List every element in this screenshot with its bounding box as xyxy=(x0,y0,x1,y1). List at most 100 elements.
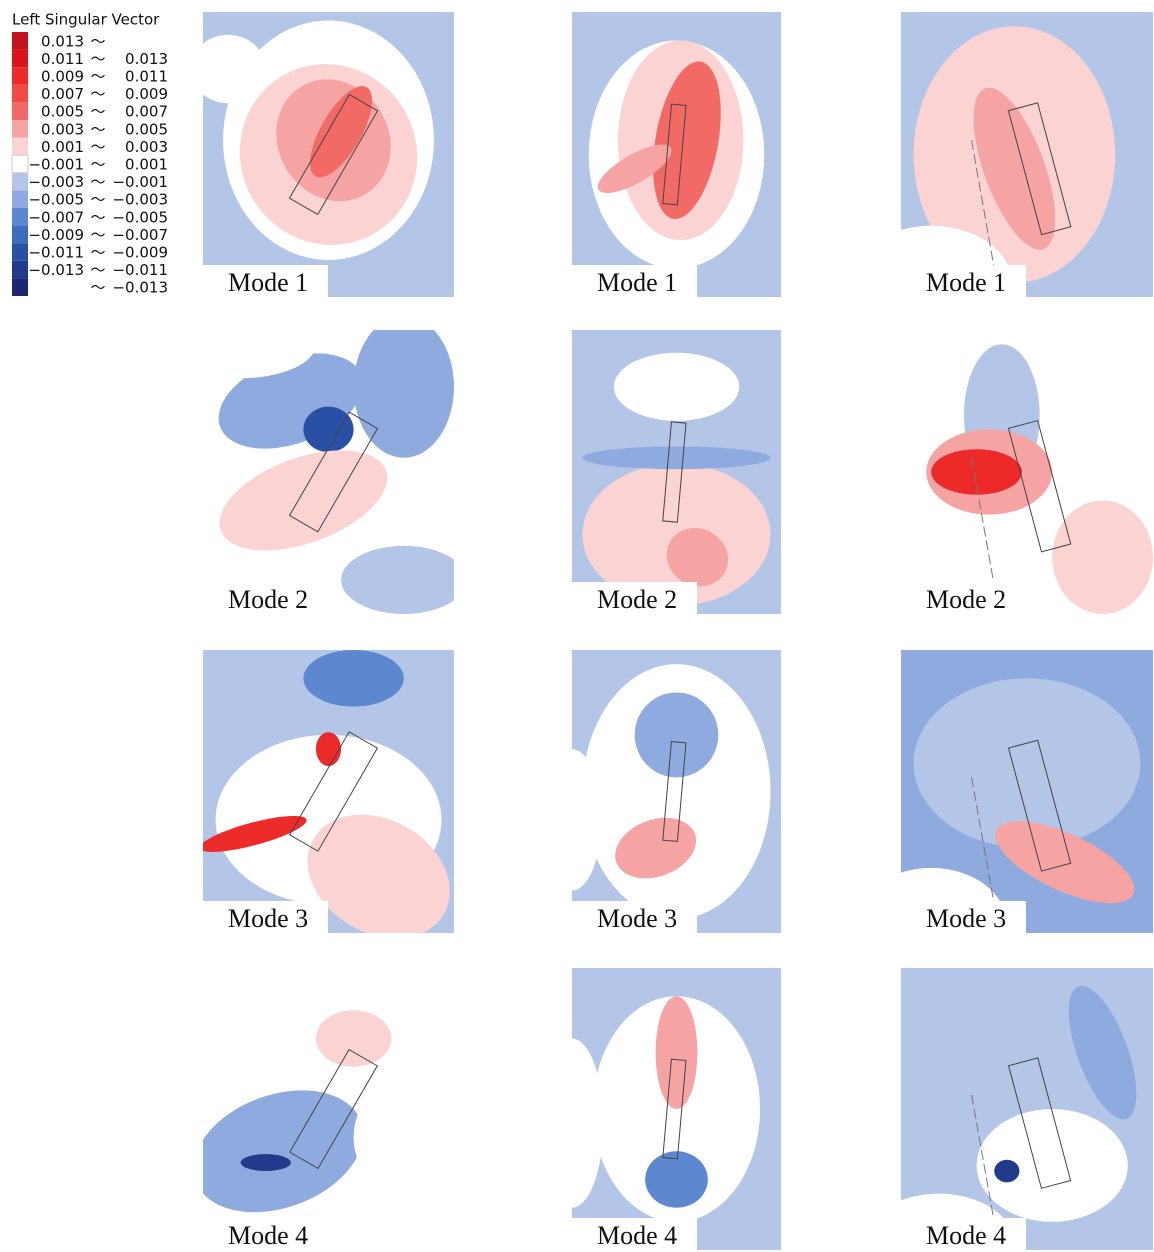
map-region xyxy=(656,996,698,1109)
panel-label: Mode 2 xyxy=(228,585,308,614)
legend-swatch xyxy=(12,32,28,50)
legend-swatch xyxy=(12,226,28,244)
legend-high: −0.003 xyxy=(112,191,168,209)
legend-swatch xyxy=(12,102,28,120)
map-region xyxy=(541,1039,604,1208)
map-region xyxy=(994,1160,1019,1183)
panel-label: Mode 1 xyxy=(597,268,677,297)
legend-title: Left Singular Vector xyxy=(12,11,160,29)
legend-high: −0.005 xyxy=(112,208,168,226)
map-region xyxy=(1052,500,1153,614)
map-panel xyxy=(863,968,1153,1252)
legend-low: 0.013 xyxy=(41,32,84,50)
legend-separator: ～ xyxy=(90,32,105,50)
legend-low: 0.005 xyxy=(41,103,84,121)
legend-separator: ～ xyxy=(90,50,105,68)
legend-high: −0.001 xyxy=(112,173,168,191)
legend-low: 0.001 xyxy=(41,138,84,156)
map-region xyxy=(316,732,341,766)
legend-high: −0.009 xyxy=(112,244,168,262)
legend-high: 0.003 xyxy=(125,138,168,156)
legend-separator: ～ xyxy=(90,85,105,103)
map-region xyxy=(241,1154,291,1171)
map-region xyxy=(316,1010,391,1066)
panel-label: Mode 4 xyxy=(597,1221,677,1250)
legend-separator: ～ xyxy=(90,191,105,209)
legend-low: −0.003 xyxy=(28,173,84,191)
map-panel xyxy=(871,330,1153,648)
map-region xyxy=(341,546,467,614)
panel-label: Mode 3 xyxy=(926,904,1006,933)
legend-low: 0.007 xyxy=(41,85,84,103)
map-panel xyxy=(572,12,781,297)
map-panel xyxy=(541,968,781,1250)
legend-low: −0.009 xyxy=(28,226,84,244)
legend-high: −0.007 xyxy=(112,226,168,244)
legend-low: 0.011 xyxy=(41,50,84,68)
panel-label: Mode 2 xyxy=(926,585,1006,614)
legend-swatch xyxy=(12,278,28,296)
panel-label: Mode 4 xyxy=(926,1221,1006,1250)
legend-swatch xyxy=(12,261,28,279)
legend-separator: ～ xyxy=(90,208,105,226)
map-region xyxy=(543,749,602,891)
legend-swatch xyxy=(12,138,28,156)
legend-high: 0.009 xyxy=(125,85,168,103)
panel-label: Mode 3 xyxy=(228,904,308,933)
figure: Left Singular Vector 0.013～0.011～0.0130.… xyxy=(0,0,1154,1252)
map-region xyxy=(354,1081,454,1194)
legend-swatch xyxy=(12,208,28,226)
legend-low: 0.003 xyxy=(41,120,84,138)
map-region xyxy=(190,35,265,103)
map-region xyxy=(303,407,353,452)
legend-high: 0.005 xyxy=(125,120,168,138)
legend-separator: ～ xyxy=(90,173,105,191)
legend-high: 0.011 xyxy=(125,68,168,86)
legend-swatch xyxy=(12,120,28,138)
legend-low: −0.005 xyxy=(28,191,84,209)
legend-separator: ～ xyxy=(90,226,105,244)
legend-separator: ～ xyxy=(90,156,105,174)
panel-label: Mode 4 xyxy=(228,1221,308,1250)
panel-label: Mode 1 xyxy=(926,268,1006,297)
legend-separator: ～ xyxy=(90,103,105,121)
legend-swatch xyxy=(12,85,28,103)
legend-swatch xyxy=(12,190,28,208)
legend-high: −0.011 xyxy=(112,261,168,279)
map-panel xyxy=(190,12,454,297)
legend-separator: ～ xyxy=(90,279,105,297)
legend-separator: ～ xyxy=(90,68,105,86)
legend-swatch xyxy=(12,67,28,85)
map-region xyxy=(582,446,770,469)
map-region xyxy=(303,650,403,707)
legend-swatch xyxy=(12,155,28,173)
panel-label: Mode 2 xyxy=(597,585,677,614)
legend-separator: ～ xyxy=(90,138,105,156)
legend-swatch xyxy=(12,243,28,261)
map-region xyxy=(165,310,316,378)
map-panel xyxy=(572,330,781,614)
map-region xyxy=(614,353,739,421)
map-panel xyxy=(176,968,454,1250)
legend-low: −0.001 xyxy=(28,156,84,174)
map-region xyxy=(354,316,454,458)
legend-separator: ～ xyxy=(90,261,105,279)
legend-high: 0.007 xyxy=(125,103,168,121)
legend-separator: ～ xyxy=(90,244,105,262)
panel-label: Mode 1 xyxy=(228,268,308,297)
legend-separator: ～ xyxy=(90,120,105,138)
legend-low: −0.011 xyxy=(28,244,84,262)
map-panel xyxy=(543,650,781,933)
legend-low: −0.007 xyxy=(28,208,84,226)
map-region xyxy=(645,1151,708,1207)
legend-swatch xyxy=(12,50,28,68)
map-region xyxy=(635,692,719,777)
legend-swatch xyxy=(12,173,28,191)
legend-high: −0.013 xyxy=(112,279,168,297)
legend-high: 0.013 xyxy=(125,50,168,68)
legend-high: 0.001 xyxy=(125,156,168,174)
legend-low: 0.009 xyxy=(41,68,84,86)
panel-label: Mode 3 xyxy=(597,904,677,933)
map-panel xyxy=(165,310,466,614)
legend-low: −0.013 xyxy=(28,261,84,279)
